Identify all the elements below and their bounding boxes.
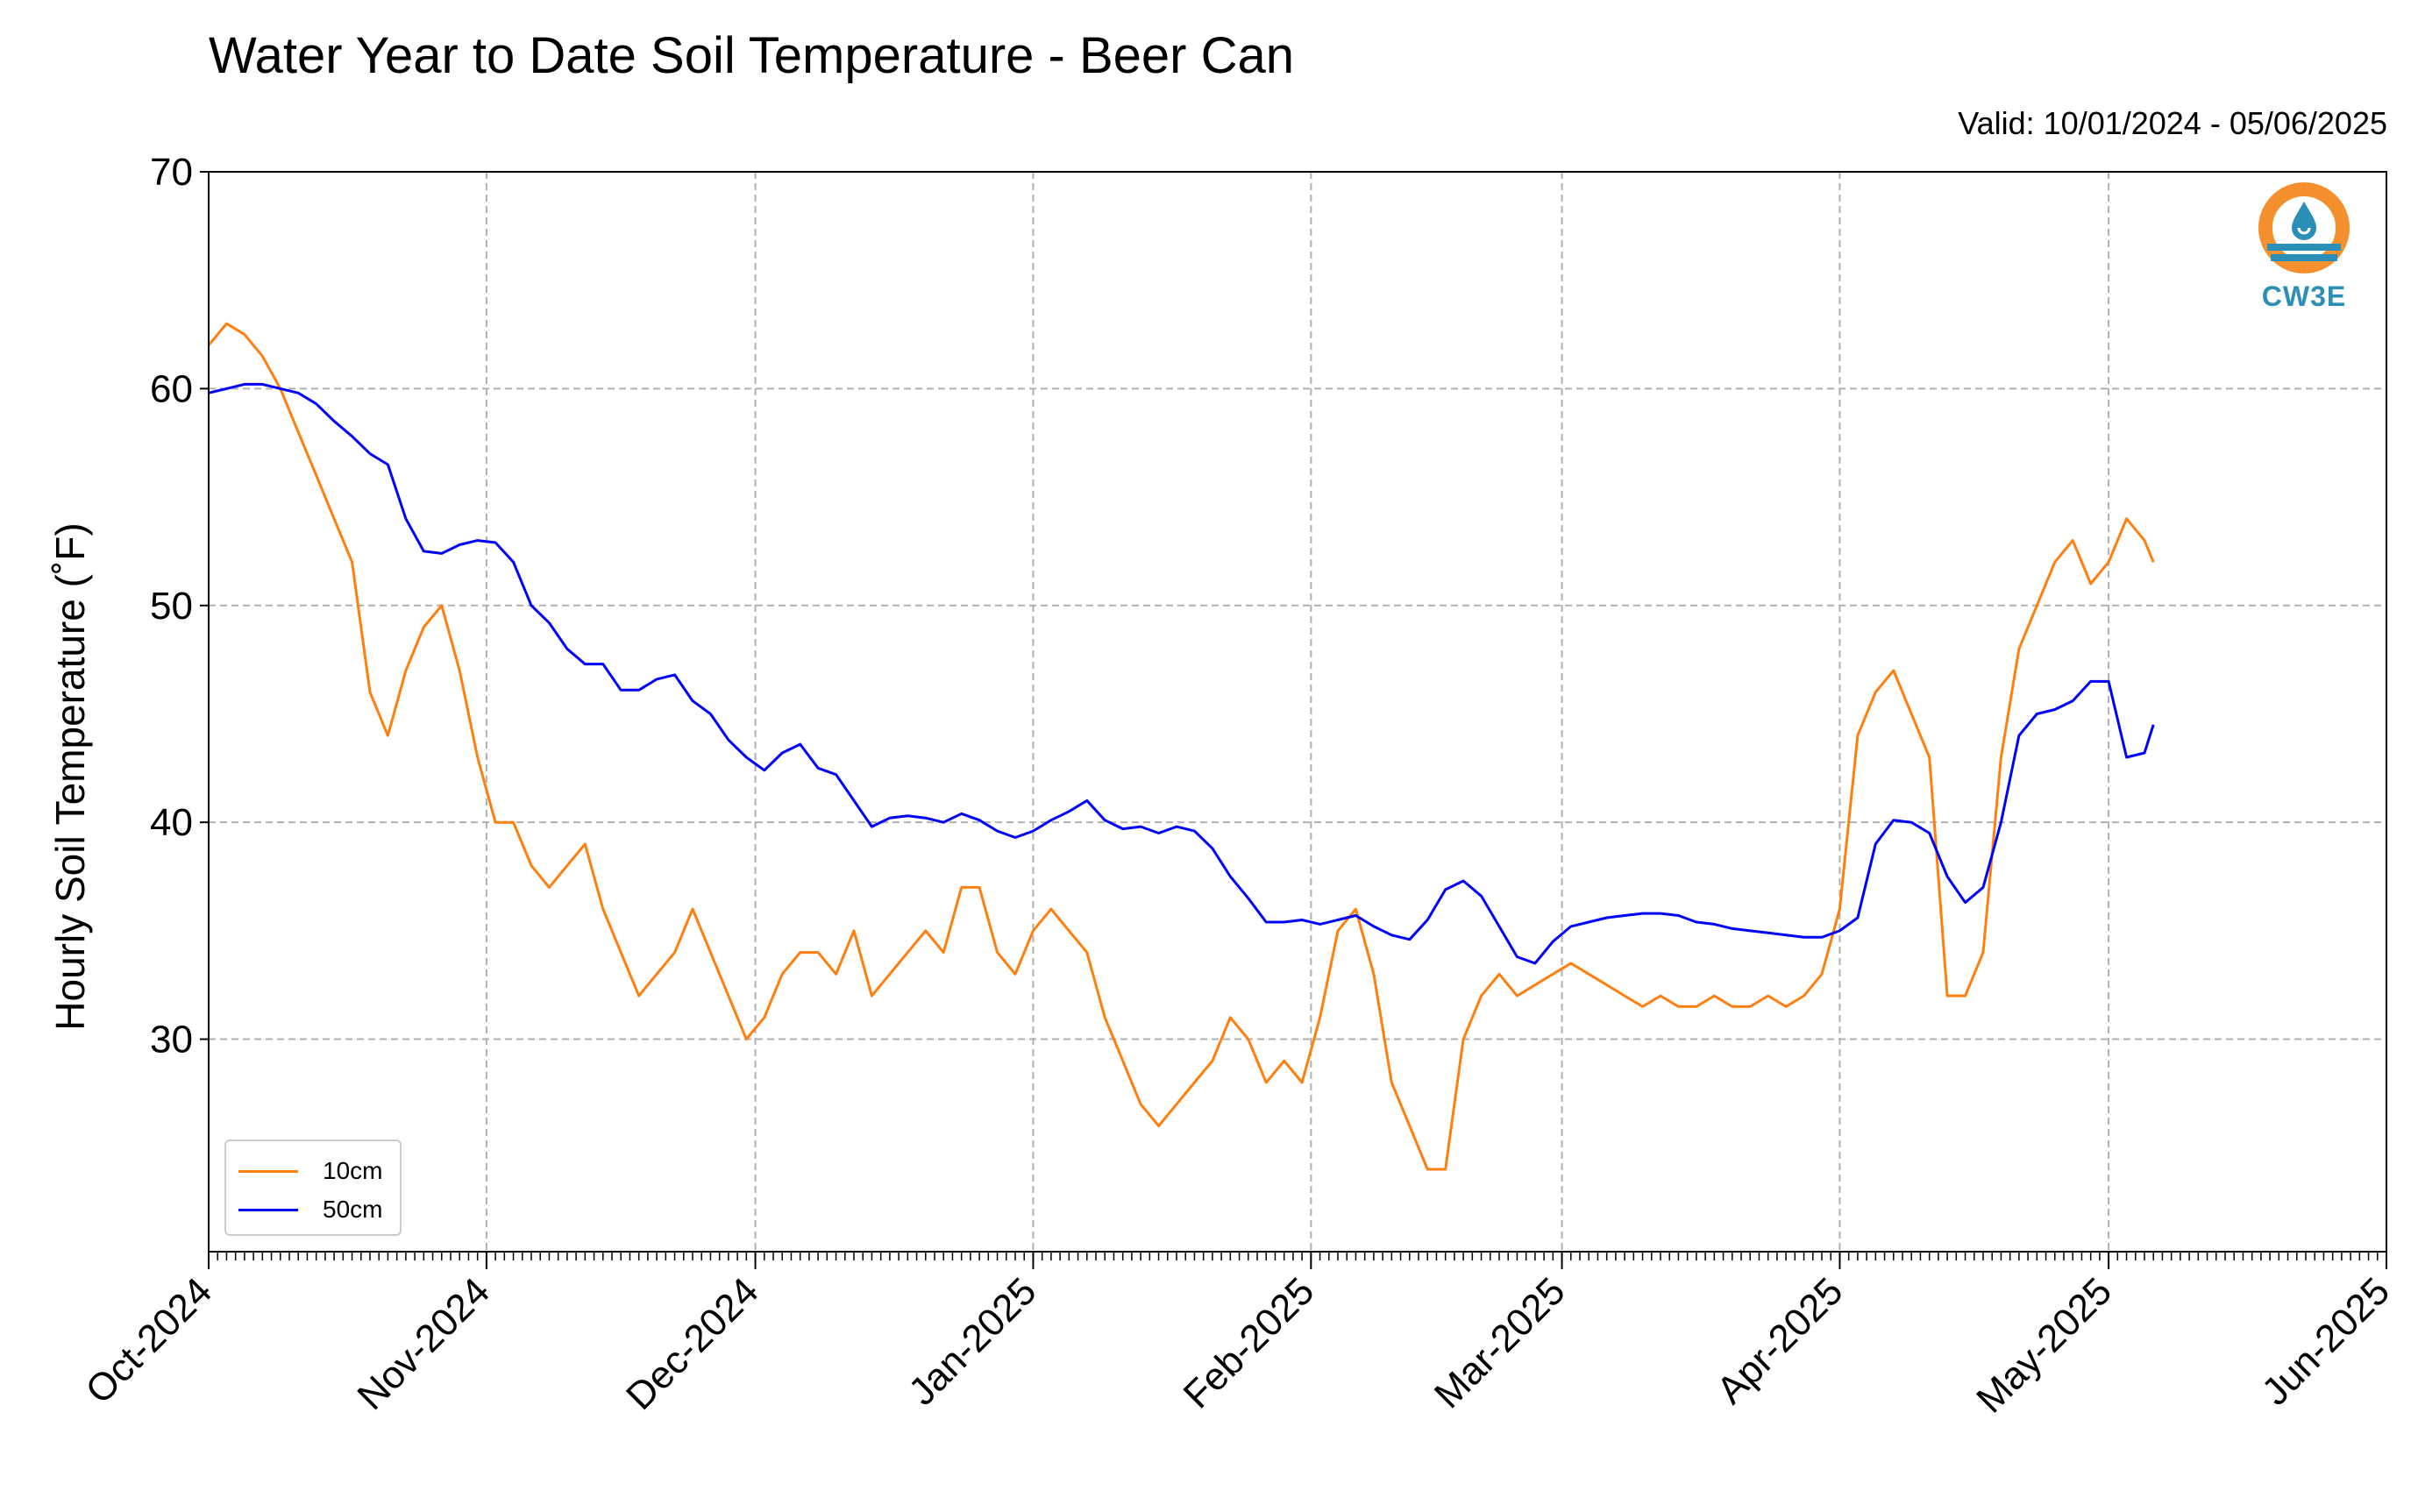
- gridlines: [208, 171, 2387, 1252]
- series-line-10cm: [207, 322, 2155, 1171]
- x-tick-label: Nov-2024: [349, 1269, 498, 1418]
- cw3e-logo-icon: [2258, 182, 2350, 273]
- y-tick-label: 70: [150, 151, 193, 194]
- legend-label-50cm: 50cm: [323, 1196, 383, 1223]
- cw3e-logo-text: CW3E: [2261, 280, 2347, 312]
- x-tick-label: Jan-2025: [900, 1269, 1044, 1413]
- valid-date-range: Valid: 10/01/2024 - 05/06/2025: [1958, 105, 2387, 141]
- series-layer: [207, 322, 2155, 1171]
- series-line-50cm: [208, 382, 2155, 965]
- legend-entry-50cm: 50cm: [238, 1192, 382, 1227]
- legend-entry-10cm: 10cm: [238, 1154, 382, 1189]
- x-tick-label: Oct-2024: [77, 1269, 220, 1412]
- x-tick-label: Apr-2025: [1709, 1269, 1852, 1412]
- y-tick-label: 30: [150, 1019, 193, 1061]
- cw3e-logo: CW3E: [2251, 182, 2357, 316]
- x-tick-label: May-2025: [1968, 1269, 2120, 1421]
- legend-swatch-10cm: [238, 1169, 298, 1173]
- x-tick-label: Dec-2024: [618, 1269, 767, 1418]
- plot-frame: [208, 171, 2387, 1253]
- legend-label-10cm: 10cm: [323, 1157, 383, 1184]
- x-tick-label: Mar-2025: [1426, 1269, 1574, 1416]
- x-tick-label: Jun-2025: [2254, 1269, 2398, 1413]
- legend: 10cm 50cm: [224, 1139, 402, 1236]
- chart-title: Water Year to Date Soil Temperature - Be…: [209, 27, 1294, 84]
- y-tick-label: 50: [150, 585, 193, 628]
- legend-swatch-50cm: [238, 1208, 298, 1211]
- x-tick-label: Feb-2025: [1176, 1269, 1323, 1416]
- axes: 30 40 50 60 70 Oct-2024 Nov-2024 Dec-2024 Jan-20…: [77, 151, 2398, 1421]
- y-tick-label: 40: [150, 801, 193, 844]
- y-tick-label: 60: [150, 367, 193, 410]
